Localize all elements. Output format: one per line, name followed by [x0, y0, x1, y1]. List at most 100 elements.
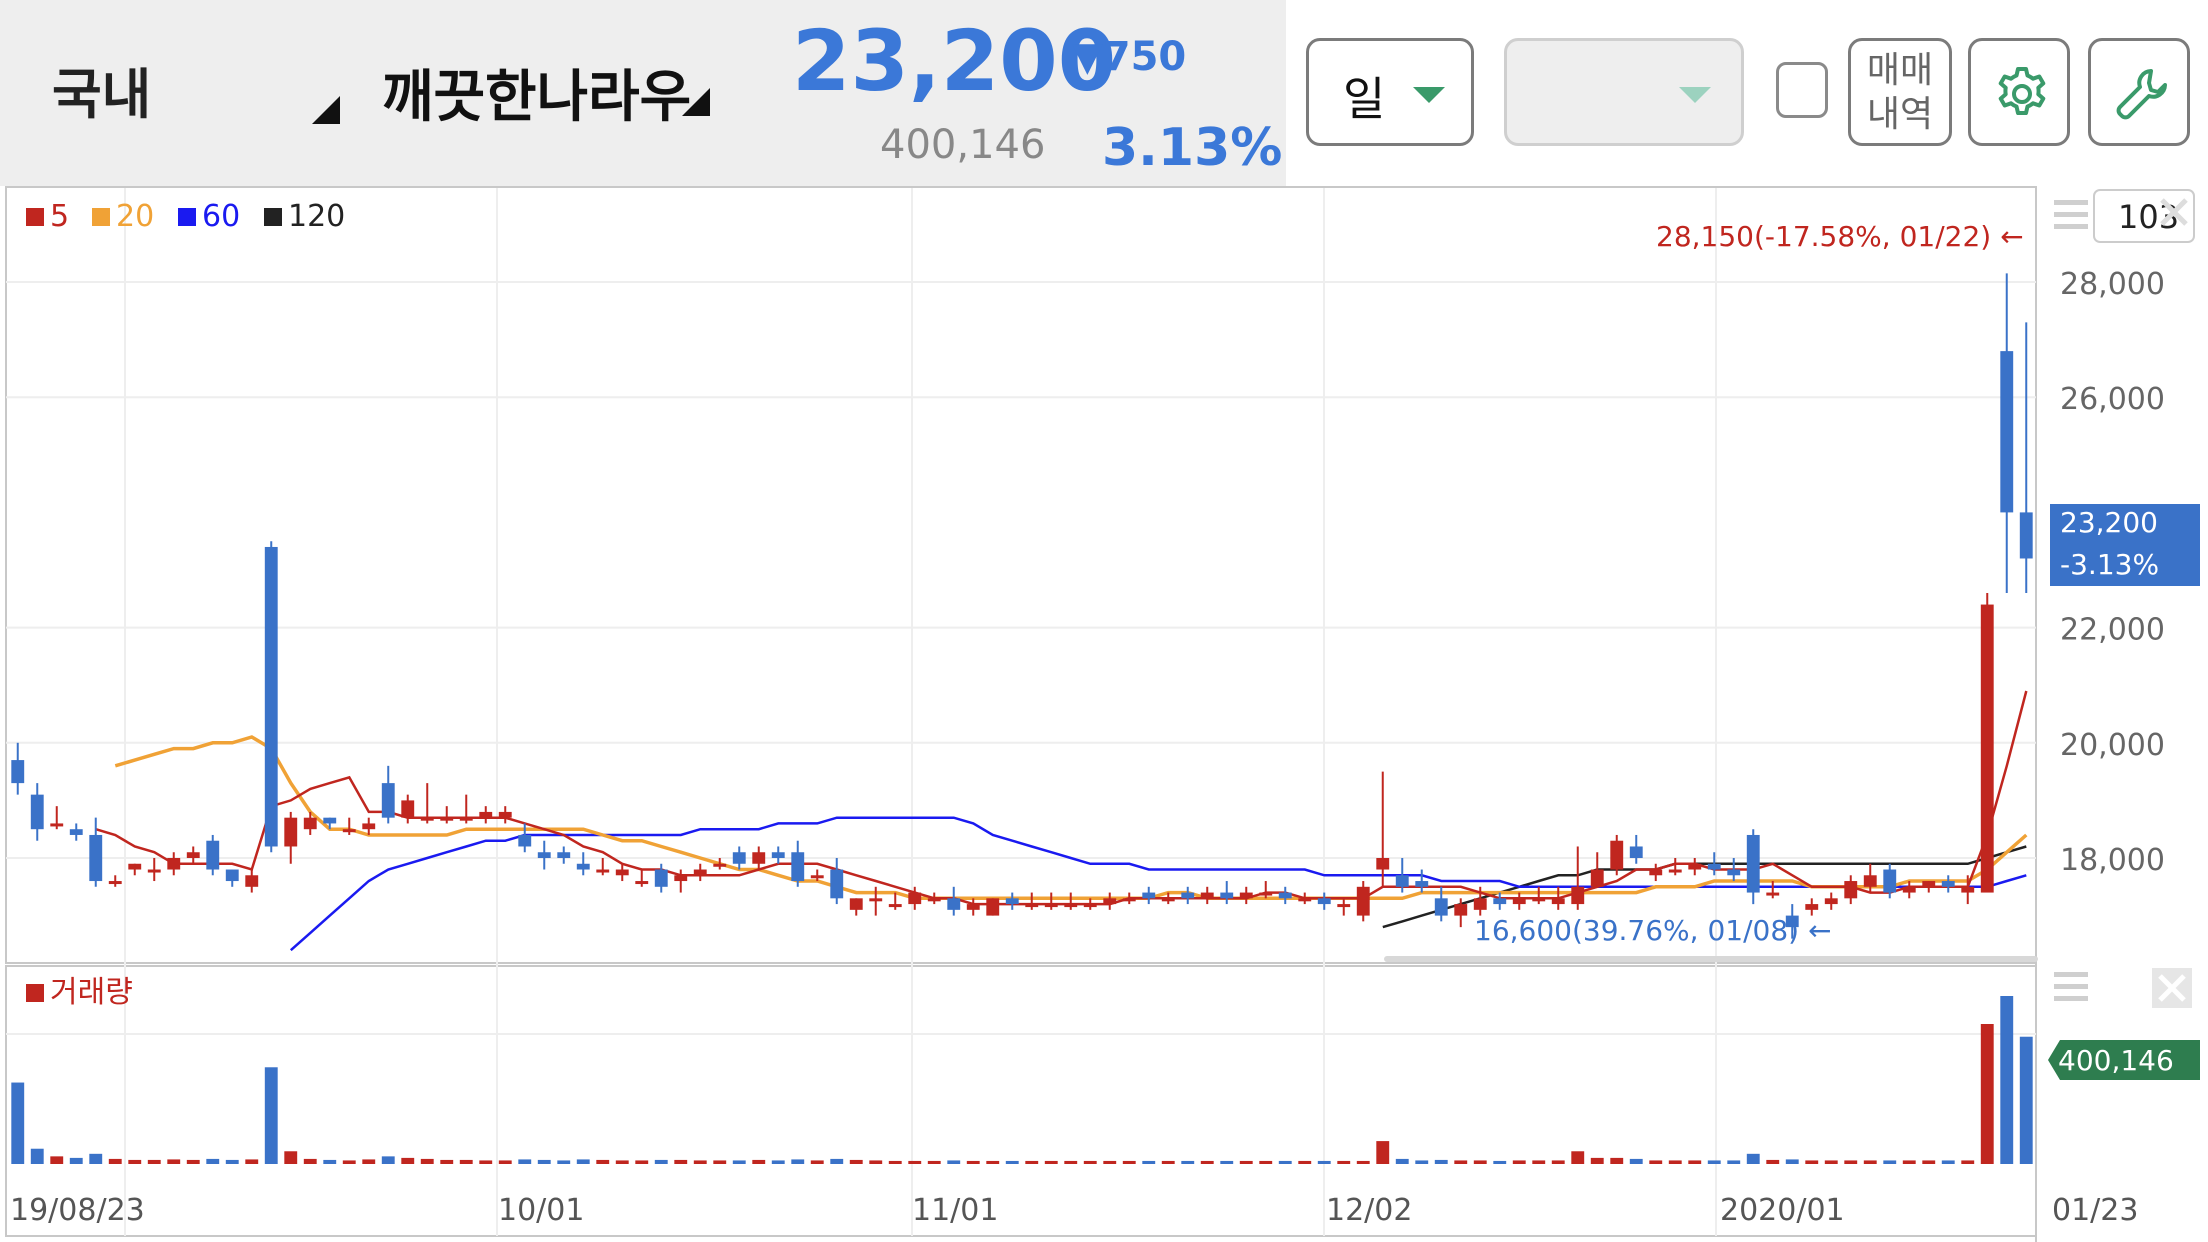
stock-dropdown-icon[interactable]	[682, 88, 710, 116]
stock-name[interactable]: 깨끗한나라우	[382, 65, 692, 130]
candle-body	[1337, 904, 1351, 908]
volume-bar	[1649, 1160, 1663, 1164]
tools-button[interactable]	[2088, 38, 2190, 146]
volume-legend-label: 거래량	[50, 975, 133, 1010]
volume-bar	[1161, 1160, 1175, 1164]
candle-body	[1590, 869, 1604, 887]
period-select[interactable]: 일	[1306, 38, 1474, 146]
high-annotation: 28,150(-17.58%, 01/22) ←	[1656, 220, 2024, 253]
legend-label: 20	[116, 199, 154, 234]
volume-bar	[1805, 1160, 1819, 1164]
x-tick-label: 10/01	[498, 1193, 584, 1228]
volume-bar	[50, 1156, 64, 1164]
volume-bar	[1493, 1160, 1507, 1164]
volume-bar	[1044, 1160, 1058, 1164]
volume-bar	[693, 1160, 707, 1164]
volume-bar	[908, 1160, 922, 1164]
candle-body	[1259, 892, 1273, 896]
market-dropdown-icon[interactable]	[312, 96, 340, 124]
candle-body	[1844, 881, 1858, 899]
ma-line-ma60	[289, 816, 2027, 952]
candle-body	[1668, 869, 1682, 873]
volume-bar	[771, 1160, 785, 1164]
volume-bar	[1122, 1160, 1136, 1164]
candle-body	[927, 898, 941, 902]
volume-bar	[1727, 1160, 1741, 1164]
volume-bar	[1512, 1160, 1526, 1164]
volume-bar	[69, 1157, 83, 1164]
price-tag-value: 23,200	[2060, 506, 2158, 539]
candle-body	[1727, 869, 1741, 876]
candle-body	[1103, 898, 1117, 905]
volume-bar	[654, 1159, 668, 1164]
candle-body	[849, 898, 863, 910]
indicator-select[interactable]	[1504, 38, 1744, 146]
candle-body	[1707, 863, 1721, 870]
volume-bar	[323, 1159, 337, 1164]
volume-bar	[1571, 1151, 1585, 1164]
volume-tag-value: 400,146	[2058, 1044, 2174, 1077]
current-price: 23,200	[792, 12, 1117, 110]
candle-body	[1785, 915, 1799, 928]
candle-body	[810, 875, 824, 879]
trade-history-button[interactable]: 매매 내역	[1848, 38, 1952, 146]
stock-chart[interactable]: 28,000 26,000 22,000 20,000 18,000 5 20 60 120 10…	[0, 186, 2208, 1242]
candle-body	[1922, 881, 1936, 887]
candle-body	[830, 869, 844, 899]
volume-bar	[1941, 1160, 1955, 1164]
candle-body	[869, 898, 883, 902]
gear-icon	[1998, 67, 2046, 115]
volume-bar	[1590, 1157, 1604, 1164]
candle-body	[1883, 869, 1897, 893]
volume-bar	[206, 1158, 220, 1164]
candle-body	[908, 892, 922, 905]
volume-bar	[1083, 1160, 1097, 1164]
volume-bar	[1863, 1160, 1877, 1164]
candle-body	[888, 904, 902, 908]
volume-bar	[108, 1158, 122, 1164]
x-tick-label: 12/02	[1326, 1193, 1412, 1228]
candle-body	[674, 875, 688, 882]
settings-button[interactable]	[1968, 38, 2070, 146]
candle-body	[362, 823, 376, 830]
volume-value: 400,146	[880, 122, 1046, 168]
candle-body	[206, 840, 220, 870]
trade-history-line1: 매매	[1866, 50, 1934, 91]
volume-bar	[1356, 1160, 1370, 1164]
candle-body	[791, 852, 805, 882]
volume-bar	[459, 1159, 473, 1164]
market-selector[interactable]: 국내	[52, 63, 152, 126]
volume-bar	[1317, 1160, 1331, 1164]
volume-bar	[537, 1159, 551, 1164]
candle-body	[420, 817, 434, 821]
candle-body	[284, 817, 298, 847]
hamburger-icon	[2054, 200, 2088, 205]
y-tick-label: 20,000	[2060, 728, 2165, 763]
legend-swatch	[264, 208, 282, 226]
volume-bar	[11, 1082, 25, 1164]
chart-area[interactable]: 28,000 26,000 22,000 20,000 18,000 5 20 60 120 10…	[0, 186, 2208, 1242]
volume-bar	[713, 1160, 727, 1164]
volume-bar	[615, 1160, 629, 1164]
hamburger-icon	[2054, 972, 2088, 977]
volume-bar	[1980, 1024, 1994, 1164]
volume-bar	[1220, 1160, 1234, 1164]
candle-body	[303, 817, 317, 830]
candle-body	[576, 863, 590, 870]
volume-bar	[1707, 1160, 1721, 1164]
x-tick-label: 01/23	[2052, 1193, 2138, 1228]
candle-body	[635, 881, 649, 885]
volume-bar	[966, 1160, 980, 1164]
candle-body	[1122, 898, 1136, 902]
volume-bar	[1200, 1160, 1214, 1164]
volume-bar	[479, 1160, 493, 1164]
volume-bar	[245, 1159, 259, 1164]
candle-body	[401, 800, 415, 818]
candle-body	[1200, 892, 1214, 899]
overlay-checkbox[interactable]	[1776, 62, 1828, 118]
volume-bar	[1688, 1160, 1702, 1164]
volume-tag	[2048, 1040, 2200, 1080]
candle-body	[1941, 881, 1955, 887]
volume-bar	[1785, 1159, 1799, 1164]
close-icon	[2158, 974, 2186, 1002]
